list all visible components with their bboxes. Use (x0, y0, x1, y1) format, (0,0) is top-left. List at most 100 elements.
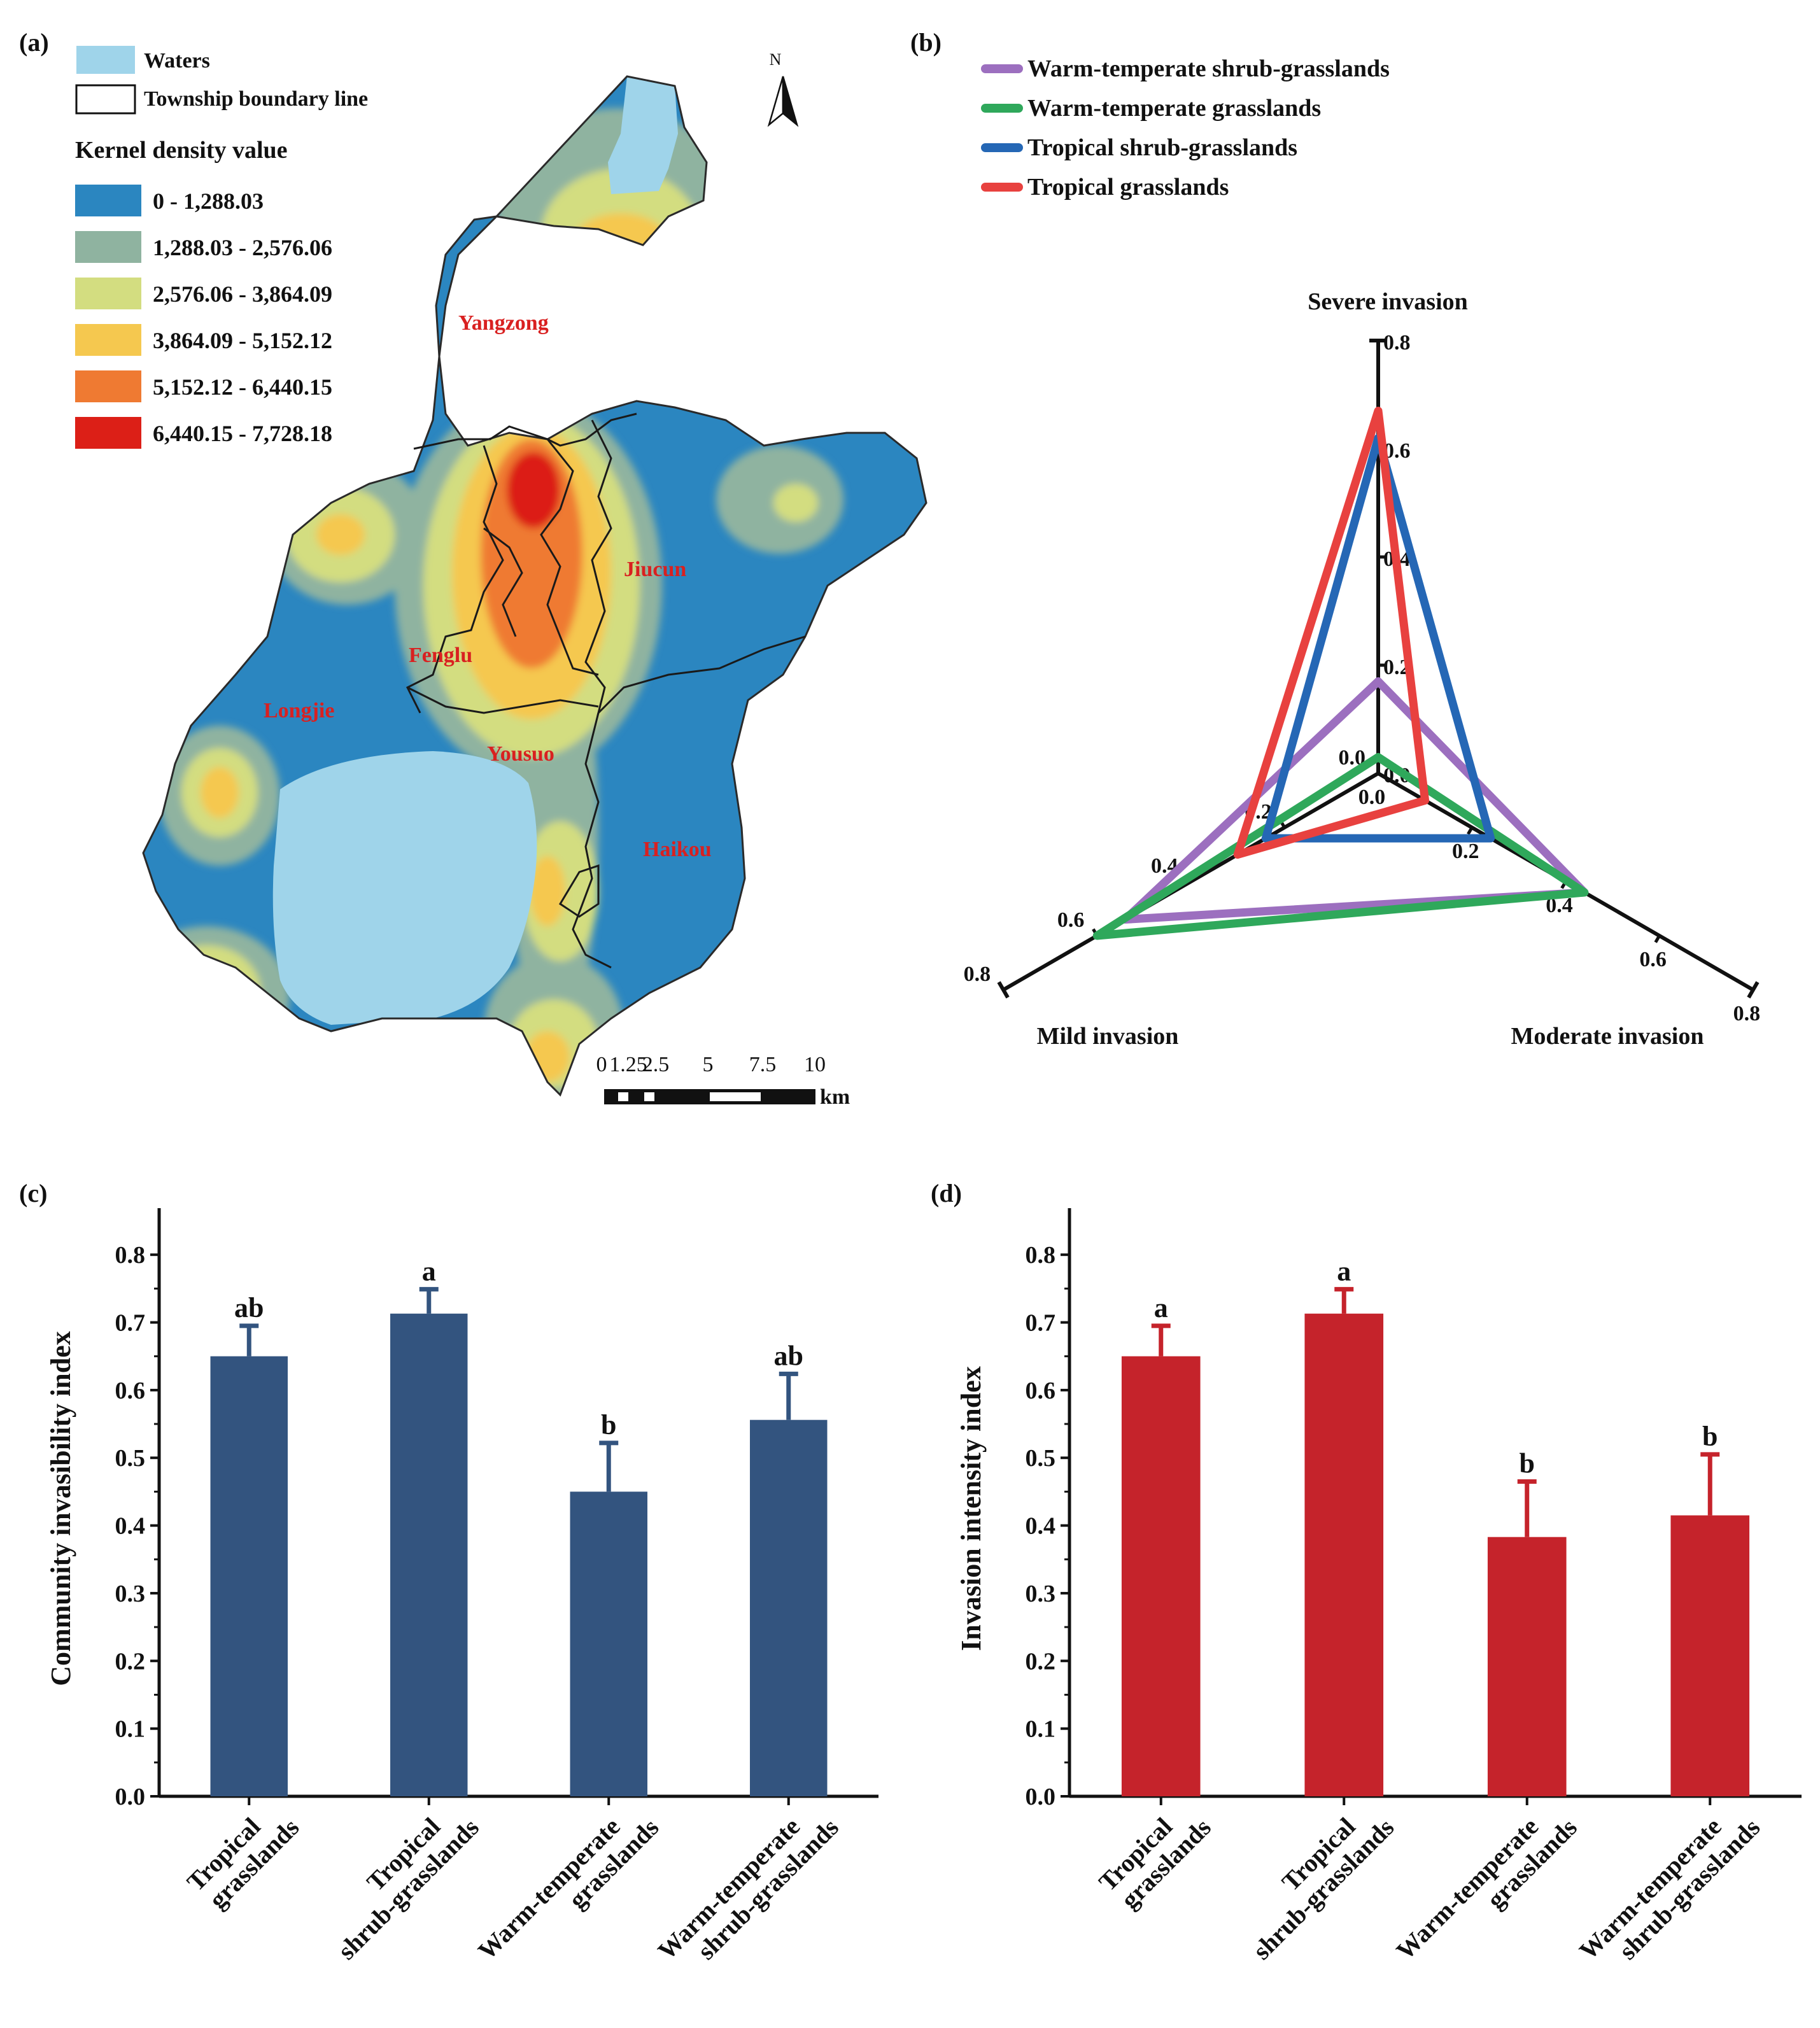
density-swatch-5 (75, 370, 141, 402)
y-tick-label-d: 0.5 (1026, 1445, 1056, 1472)
panel-d: (d) 0.0 0.1 0.2 0.3 0.4 0.5 0.6 0.7 0.8 Invasion … (931, 1179, 1802, 1966)
bar-c-4 (750, 1419, 828, 1796)
radar-axis-cap-3 (997, 981, 1010, 999)
y-tick-label-d: 0.8 (1026, 1242, 1056, 1269)
town-label-longjie: Longjie (264, 699, 334, 722)
y-tick-label-c: 0.7 (115, 1310, 146, 1337)
town-label-haikou: Haikou (643, 838, 712, 861)
bar-c-2 (390, 1313, 468, 1796)
density-class-label-3: 2,576.06 - 3,864.09 (153, 281, 332, 307)
y-tick-label-c: 0.5 (115, 1445, 146, 1472)
svg-text:10: 10 (804, 1053, 826, 1076)
radar-legend-label-4: Tropical grasslands (1027, 174, 1229, 201)
density-swatch-1 (75, 185, 141, 216)
density-class-label-2: 1,288.03 - 2,576.06 (153, 235, 332, 260)
svg-text:2.5: 2.5 (642, 1053, 670, 1076)
map-legend: Waters Township boundary line Kernel den… (75, 46, 368, 449)
y-tick-label-d: 0.6 (1026, 1377, 1056, 1404)
bar-c-3 (570, 1491, 647, 1796)
y-tick-label-c: 0.2 (115, 1648, 146, 1675)
radar-axis-title-1: Severe invasion (1308, 288, 1468, 315)
svg-text:7.5: 7.5 (749, 1053, 777, 1076)
density-swatch-3 (75, 278, 141, 309)
bar-d-2 (1304, 1313, 1384, 1796)
north-arrow-icon: N (767, 50, 799, 127)
scale-bar-ticks: 0 1.25 2.5 5 7.5 10 (596, 1053, 826, 1076)
density-legend-classes: 0 - 1,288.03 1,288.03 - 2,576.06 2,576.06 … (75, 185, 332, 449)
y-tick-label-d: 0.4 (1026, 1513, 1056, 1540)
panel-b-label: (b) (910, 28, 942, 57)
y-tick-label-c: 0.4 (115, 1513, 146, 1540)
y-tick-label-d: 0.2 (1026, 1648, 1056, 1675)
panel-c-label: (c) (19, 1179, 47, 1208)
panel-b: (b) Warm-temperate shrub-grasslandsWarm-… (910, 28, 1760, 1050)
radar-tick-label: 0.2 (1452, 840, 1479, 863)
radar-tick-mark (1654, 934, 1661, 943)
svg-text:0: 0 (596, 1053, 607, 1076)
y-tick-label-d: 0.1 (1026, 1716, 1056, 1743)
panel-a: (a) Waters Township boundary line Kernel… (19, 28, 928, 1109)
y-axis-title-c: Community invasibility index (45, 1331, 76, 1686)
radar-axis-title-3: Mild invasion (1037, 1023, 1179, 1050)
bar-chart-c: 0.0 0.1 0.2 0.3 0.4 0.5 0.6 0.7 0.8 Community inv… (45, 1208, 878, 1966)
bar-chart-d: 0.0 0.1 0.2 0.3 0.4 0.5 0.6 0.7 0.8 Invasion inte… (956, 1208, 1802, 1966)
waters-legend-label: Waters (144, 49, 210, 73)
north-label: N (770, 50, 782, 69)
density-class-label-6: 6,440.15 - 7,728.18 (153, 421, 332, 446)
svg-text:1.25: 1.25 (609, 1053, 647, 1076)
y-tick-label-c: 0.1 (115, 1716, 146, 1743)
radar-series (1092, 407, 1589, 940)
panel-c: (c) 0.0 0.1 0.2 0.3 0.4 0.5 0.6 0.7 0.8 Community… (19, 1179, 878, 1966)
significance-letter-d-1: a (1154, 1292, 1168, 1323)
scale-bar-unit: km (820, 1085, 850, 1109)
radar-axis-title-2: Moderate invasion (1511, 1023, 1704, 1050)
scale-bar: 0 1.25 2.5 5 7.5 10 km (596, 1053, 850, 1109)
significance-letter-c-3: b (601, 1409, 616, 1440)
significance-letter-c-4: ab (774, 1340, 803, 1371)
density-swatch-2 (75, 231, 141, 263)
density-class-label-4: 3,864.09 - 5,152.12 (153, 328, 332, 353)
y-axis-title-d: Invasion intensity index (956, 1366, 987, 1651)
waters-swatch (76, 46, 135, 74)
radar-axes: 0.00.20.40.60.80.00.20.40.60.80.00.20.40… (964, 288, 1761, 1050)
radar-legend-label-2: Warm-temperate grasslands (1027, 95, 1321, 122)
svg-text:5: 5 (703, 1053, 714, 1076)
significance-letter-d-4: b (1702, 1421, 1718, 1452)
town-label-yousuo: Yousuo (487, 742, 554, 766)
y-tick-label-d: 0.3 (1026, 1581, 1056, 1607)
radar-axis-cap-2 (1747, 981, 1760, 999)
bar-c-1 (210, 1356, 288, 1796)
town-labels: Yangzong Jiucun Fenglu Longjie Yousuo Ha… (264, 311, 712, 861)
density-class-6 (507, 452, 560, 528)
significance-letter-c-2: a (422, 1255, 436, 1286)
radar-tick-label: 0.6 (1639, 948, 1667, 971)
density-swatch-6 (75, 417, 141, 449)
town-label-fenglu: Fenglu (409, 644, 472, 667)
density-legend-title: Kernel density value (75, 137, 288, 164)
bar-d-4 (1670, 1515, 1750, 1796)
y-tick-label-d: 0.0 (1026, 1784, 1056, 1810)
radar-series-4 (1233, 407, 1430, 859)
panel-d-label: (d) (931, 1179, 962, 1208)
town-label-jiucun: Jiucun (624, 558, 686, 581)
large-lake (272, 751, 537, 1025)
radar-series-1 (1121, 677, 1589, 924)
y-tick-label-d: 0.7 (1026, 1310, 1056, 1337)
y-tick-label-c: 0.6 (115, 1377, 146, 1404)
bar-d-3 (1487, 1537, 1567, 1796)
radar-legend-label-3: Tropical shrub-grasslands (1027, 134, 1297, 161)
township-boundaries (406, 412, 806, 969)
radar-tick-label: 0.8 (964, 962, 991, 986)
density-class-label-5: 5,152.12 - 6,440.15 (153, 374, 332, 400)
panel-a-label: (a) (19, 28, 49, 57)
y-tick-label-c: 0.0 (115, 1784, 146, 1810)
